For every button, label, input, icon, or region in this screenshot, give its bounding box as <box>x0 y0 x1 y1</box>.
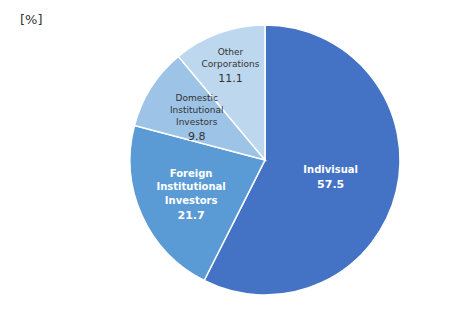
pie <box>130 25 400 295</box>
slice-label: Other Corporations <box>202 47 260 69</box>
slice-label-line: Investors <box>176 117 218 127</box>
data-label: 57.5 <box>317 178 344 191</box>
slice-label: Indivisual <box>303 164 358 175</box>
title: [%] <box>20 12 43 27</box>
slice-label-line: Investors <box>165 195 218 206</box>
slice-label: Foreign Institutional Investors <box>156 168 225 206</box>
slice-label-line: Institutional <box>170 105 224 115</box>
chart: Indivisual 57.5 Foreign Institutional Invest… <box>0 0 470 314</box>
data-label: 21.7 <box>178 209 205 222</box>
slice-label-line: Indivisual <box>303 164 358 175</box>
data-label: 11.1 <box>218 72 243 85</box>
data-label: 9.8 <box>188 130 206 143</box>
labels: Indivisual 57.5 Foreign Institutional Invest… <box>156 47 358 221</box>
slice-label-line: Foreign <box>170 168 213 179</box>
slice-label-line: Corporations <box>202 59 260 69</box>
slice-label-line: Domestic <box>175 93 217 103</box>
slice-label: Domestic Institutional Investors <box>170 93 224 127</box>
slice-label-line: Institutional <box>156 181 225 192</box>
slice-label-line: Other <box>218 47 244 57</box>
